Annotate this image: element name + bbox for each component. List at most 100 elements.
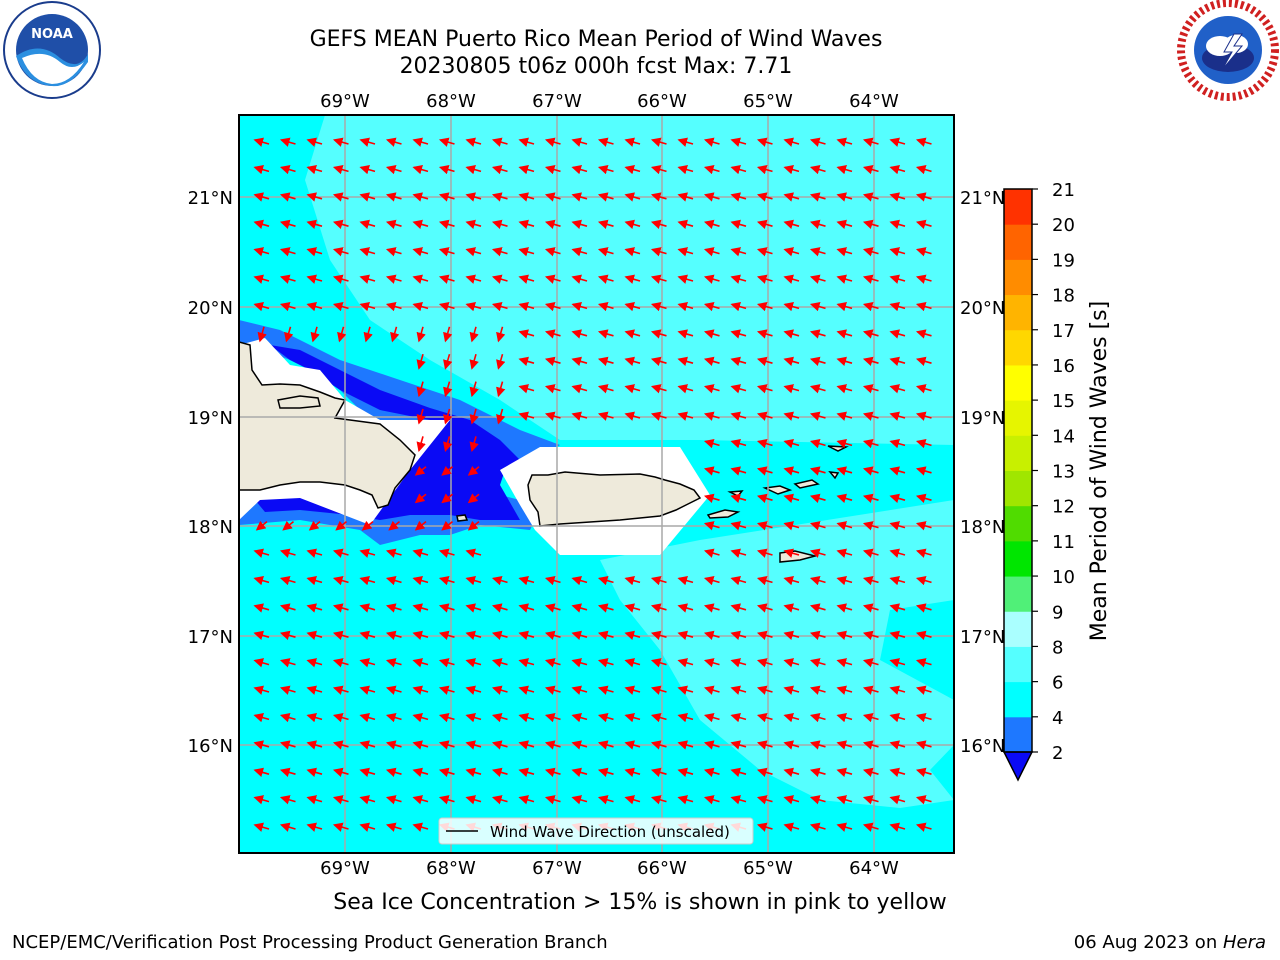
wind-arrow	[624, 247, 641, 257]
colorbar-segment-15	[1004, 189, 1032, 225]
wind-arrow	[491, 301, 508, 312]
wind-arrow	[809, 712, 826, 723]
arrow-legend: Wind Wave Direction (unscaled)	[438, 817, 754, 845]
wind-arrow	[730, 630, 747, 641]
wind-arrow	[650, 630, 667, 641]
colorbar-segment-0	[1004, 716, 1032, 753]
wind-arrow	[677, 219, 694, 230]
wind-arrow	[306, 548, 323, 558]
wind-arrow	[677, 247, 694, 257]
wind-arrow	[862, 438, 879, 449]
wind-arrow	[783, 493, 800, 504]
wind-arrow	[253, 822, 270, 832]
colorbar-tick-label-11: 16	[1052, 356, 1075, 377]
wind-arrow	[518, 192, 535, 202]
wind-arrow	[253, 548, 270, 558]
wind-arrow	[438, 274, 455, 284]
wind-arrow	[518, 575, 535, 586]
wind-arrow	[491, 137, 508, 147]
wind-arrow	[730, 384, 747, 394]
wind-arrow	[703, 438, 720, 449]
wind-arrow	[438, 740, 455, 750]
lon-label-top-2: 67°W	[532, 91, 582, 112]
wind-arrow	[518, 740, 535, 750]
wind-arrow	[416, 326, 426, 343]
wind-arrow	[253, 795, 270, 805]
wind-arrow	[279, 219, 296, 230]
wind-arrow	[359, 219, 376, 230]
wind-arrow	[783, 712, 800, 723]
wind-arrow	[469, 408, 479, 425]
wind-arrow	[253, 658, 270, 668]
wind-arrow	[809, 685, 826, 695]
wind-arrow	[677, 685, 694, 695]
wind-arrow	[253, 740, 270, 750]
wind-arrow	[544, 384, 561, 394]
wind-arrow	[279, 575, 296, 586]
wind-arrow	[332, 712, 349, 723]
wind-arrow	[385, 795, 402, 805]
wind-arrow	[889, 493, 906, 504]
wind-arrow	[650, 192, 667, 202]
wind-arrow	[385, 712, 402, 723]
wind-arrow	[756, 274, 773, 284]
wind-arrow	[650, 219, 667, 230]
wind-arrow	[624, 329, 641, 339]
wind-arrow	[915, 822, 932, 832]
wind-arrow	[359, 164, 376, 175]
wind-arrow	[253, 247, 270, 257]
wind-arrow	[332, 630, 349, 641]
wind-arrow	[332, 548, 349, 558]
graticule	[239, 115, 954, 853]
lat-label-right-3: 18°N	[960, 517, 1005, 538]
wind-arrow	[783, 438, 800, 449]
colorbar-tick-label-0: 2	[1052, 743, 1063, 764]
wind-arrow	[465, 685, 482, 695]
lat-label-left-5: 16°N	[188, 736, 233, 757]
wind-arrow	[306, 575, 323, 586]
wind-arrow	[730, 329, 747, 339]
noaa-logo-text: NOAA	[31, 27, 73, 42]
wind-arrow	[279, 685, 296, 695]
wind-arrow	[836, 411, 853, 421]
wind-arrow	[730, 219, 747, 230]
wind-arrow	[385, 658, 402, 668]
lon-label-top-4: 65°W	[743, 91, 793, 112]
wind-arrow	[650, 137, 667, 147]
wind-arrow	[332, 603, 349, 613]
wind-arrow	[438, 575, 455, 586]
wind-arrow	[279, 658, 296, 668]
wind-arrow	[836, 548, 853, 558]
wind-arrow	[571, 301, 588, 312]
wind-arrow	[597, 329, 614, 339]
wind-arrow	[441, 493, 453, 504]
wind-arrow	[703, 137, 720, 147]
wind-arrow	[862, 274, 879, 284]
wind-arrow	[730, 466, 747, 476]
wind-arrow	[650, 685, 667, 695]
wind-arrow	[862, 795, 879, 805]
wind-arrow	[650, 767, 667, 778]
wind-arrow	[889, 685, 906, 695]
wind-arrow	[783, 301, 800, 312]
wind-arrow	[730, 301, 747, 312]
wind-arrow	[624, 685, 641, 695]
wind-arrow	[862, 658, 879, 668]
wind-arrow	[465, 301, 482, 312]
wind-arrow	[915, 548, 932, 558]
wind-arrow	[571, 767, 588, 778]
wind-arrow	[703, 630, 720, 641]
wind-arrow	[359, 658, 376, 668]
wind-arrow	[889, 274, 906, 284]
wind-arrow	[703, 329, 720, 339]
wind-arrow	[544, 767, 561, 778]
wind-arrow	[465, 192, 482, 202]
wind-arrow	[597, 301, 614, 312]
wind-arrow	[862, 356, 879, 367]
wind-arrow	[889, 219, 906, 230]
wind-arrow	[836, 712, 853, 723]
wind-arrow	[730, 356, 747, 367]
wind-arrow	[703, 493, 720, 504]
wind-arrow	[359, 301, 376, 312]
wind-arrow	[677, 192, 694, 202]
